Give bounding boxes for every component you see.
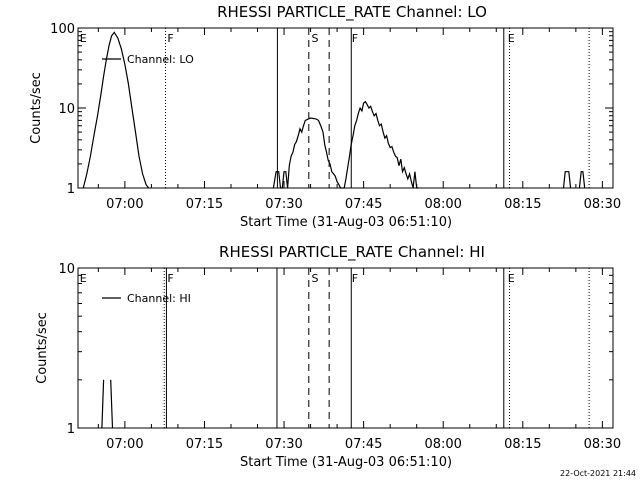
region-label: S [311,272,318,285]
x-tick-label: 07:45 [345,197,382,212]
hi-channel-panel: RHESSI PARTICLE_RATE Channel: HI E F S F E 0… [35,243,621,470]
y-tick-label: 1 [67,182,75,197]
y-tick-label: 10 [58,102,75,117]
series-line-lo [82,31,586,189]
x-tick-label: 07:30 [265,197,302,212]
region-label: F [167,272,173,285]
region-label: F [167,32,173,45]
plot-frame [77,267,614,429]
legend-entry: Channel: HI [127,292,191,305]
y-tick-label: 1 [67,422,75,437]
region-label: F [352,272,358,285]
x-tick-label: 07:45 [345,437,382,452]
x-tick-label: 07:00 [106,197,143,212]
region-label: E [508,272,515,285]
y-axis-label: Counts/sec [35,312,50,384]
reference-lines [165,28,590,188]
x-axis-label: Start Time (31-Aug-03 06:51:10) [240,215,452,230]
region-label: E [508,32,515,45]
x-tick-label: 07:30 [265,437,302,452]
generated-timestamp: 22-Oct-2021 21:44 [560,469,636,478]
y-axis-label: Counts/sec [29,72,44,144]
y-tick-label: 100 [50,22,75,37]
chart-title: RHESSI PARTICLE_RATE Channel: HI [219,243,485,262]
legend-entry: Channel: LO [127,53,194,66]
y-tick-label: 10 [58,262,75,277]
x-axis-ticks: 07:00 07:15 07:30 07:45 08:00 08:15 08:30 [97,268,621,452]
region-label: S [311,32,318,45]
lo-channel-panel: RHESSI PARTICLE_RATE Channel: LO E F S F E 0… [29,3,621,230]
region-label: E [80,272,87,285]
x-tick-label: 08:30 [584,437,621,452]
x-tick-label: 08:15 [504,437,541,452]
chart-title: RHESSI PARTICLE_RATE Channel: LO [217,3,487,22]
x-axis-label: Start Time (31-Aug-03 06:51:10) [240,455,452,470]
region-label: E [80,32,87,45]
x-tick-label: 07:00 [106,437,143,452]
series-line-hi [101,379,114,429]
reference-lines [163,268,590,428]
x-tick-label: 08:30 [584,197,621,212]
x-tick-label: 08:00 [424,197,461,212]
y-axis-ticks: 1 10 100 [50,22,613,197]
x-tick-label: 08:00 [424,437,461,452]
x-tick-label: 07:15 [186,437,223,452]
x-tick-label: 07:15 [186,197,223,212]
x-axis-ticks: 07:00 07:15 07:30 07:45 08:00 08:15 08:30 [97,28,621,212]
x-tick-label: 08:15 [504,197,541,212]
plot-frame [77,27,614,189]
region-label: F [352,32,358,45]
y-axis-ticks: 1 10 [58,262,613,437]
